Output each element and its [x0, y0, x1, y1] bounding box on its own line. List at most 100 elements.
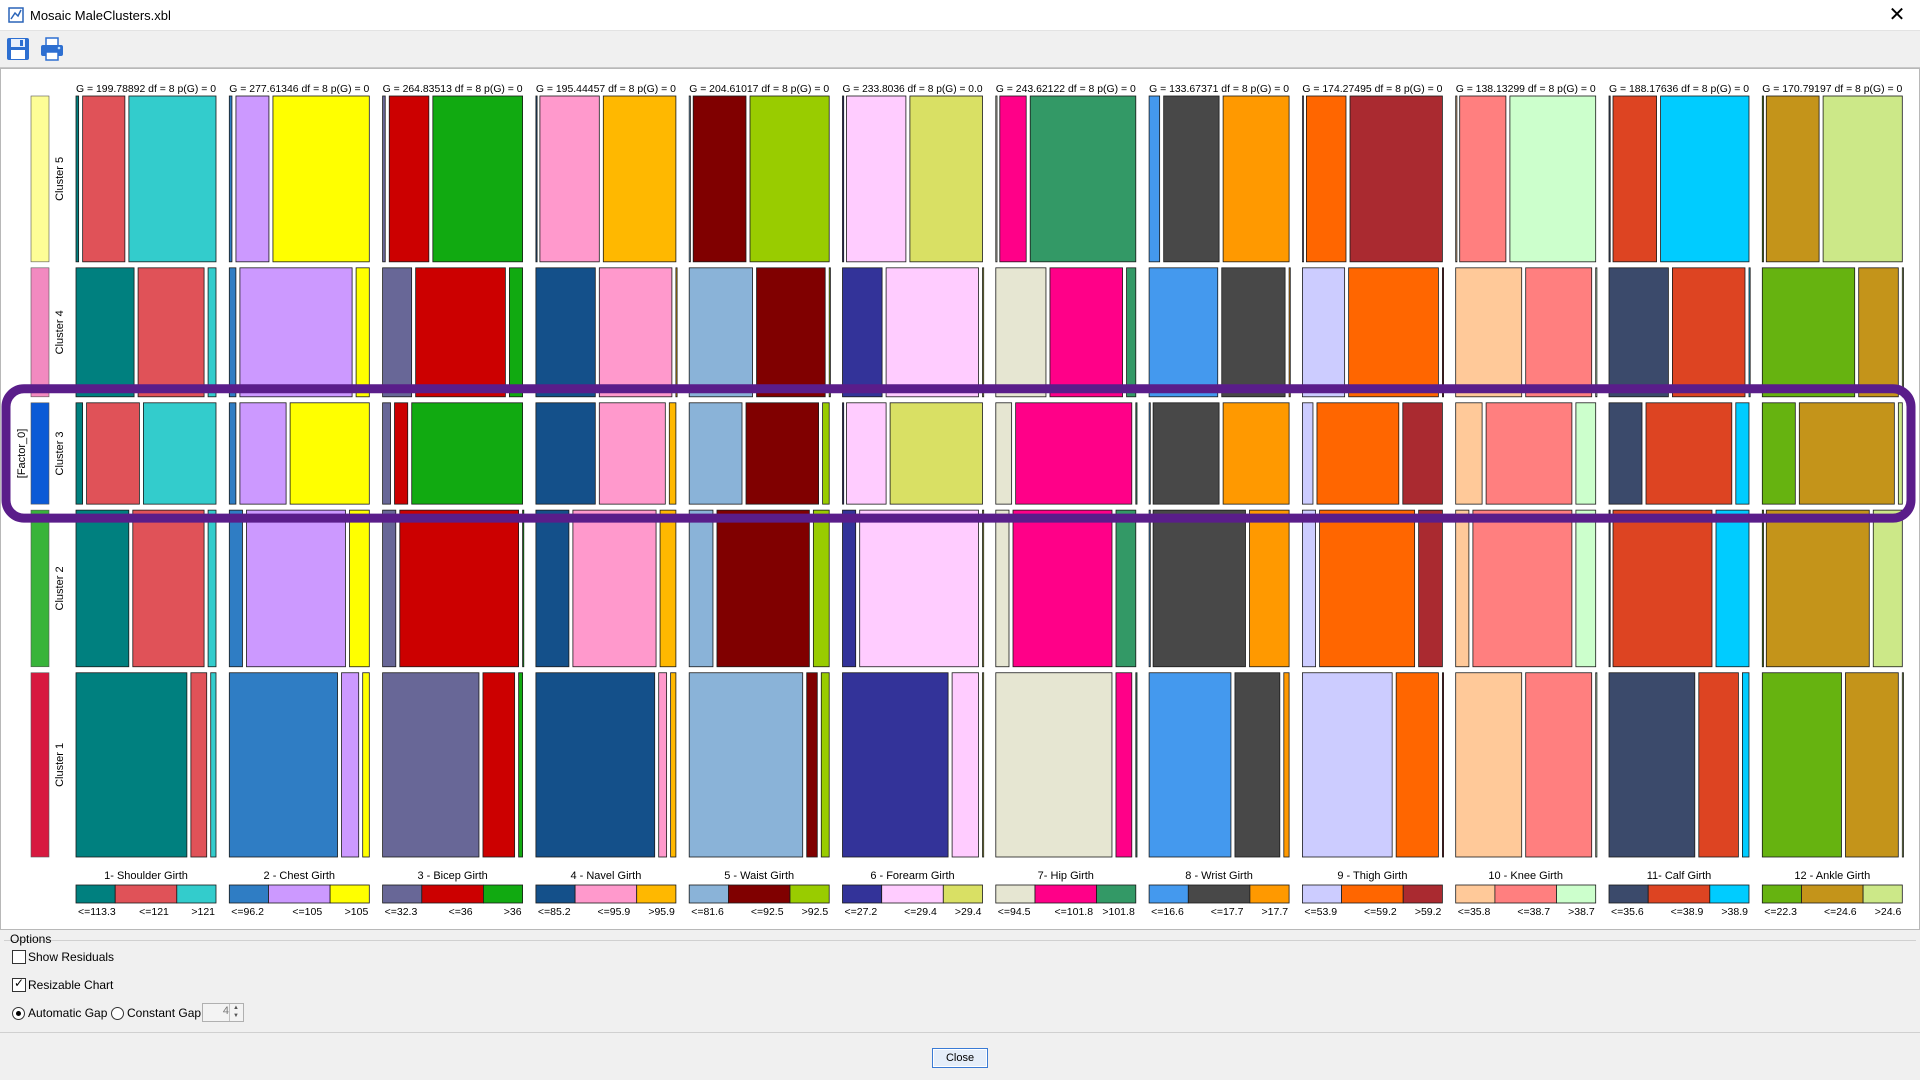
- mosaic-tile: [1302, 509, 1317, 668]
- mosaic-tile: [432, 95, 523, 263]
- legend-swatch: [995, 884, 1036, 904]
- mosaic-tile: [1612, 509, 1713, 668]
- category-label: <=16.6: [1151, 906, 1184, 918]
- mosaic-tile: [598, 267, 673, 398]
- save-icon[interactable]: [4, 35, 32, 63]
- mosaic-tile: [1148, 509, 1151, 668]
- show-residuals-label: Show Residuals: [28, 950, 115, 964]
- mosaic-tile: [1015, 402, 1133, 505]
- variable-name: 1- Shoulder Girth: [104, 870, 188, 882]
- mosaic-tile: [411, 402, 523, 505]
- variable-stat: G = 188.17636 df = 8 p(G) = 0: [1609, 83, 1749, 95]
- category-label: <=22.3: [1764, 906, 1797, 918]
- mosaic-tile: [1459, 95, 1507, 263]
- cluster-color-bar: [30, 402, 50, 505]
- legend-swatch: [636, 884, 677, 904]
- constant-gap-label: Constant Gap: [127, 1006, 202, 1020]
- mosaic-tile: [190, 672, 208, 858]
- mosaic-tile: [820, 672, 830, 858]
- mosaic-tile: [842, 672, 949, 858]
- automatic-gap-radio[interactable]: [12, 1007, 25, 1020]
- category-label: <=113.3: [78, 906, 116, 918]
- mosaic-tile: [289, 402, 370, 505]
- mosaic-tile: [1126, 267, 1137, 398]
- mosaic-tile: [228, 402, 237, 505]
- mosaic-tile: [1765, 509, 1870, 668]
- variable-stat: G = 170.79197 df = 8 p(G) = 0: [1762, 83, 1902, 95]
- mosaic-tile: [1748, 267, 1751, 398]
- mosaic-tile: [132, 509, 205, 668]
- legend-swatch: [1455, 884, 1496, 904]
- mosaic-tile: [228, 509, 243, 668]
- automatic-gap-label: Automatic Gap: [28, 1006, 108, 1020]
- gap-spinner[interactable]: 4 ▲ ▼: [202, 1003, 244, 1022]
- category-label: <=38.9: [1671, 906, 1704, 918]
- variable-name: 5 - Waist Girth: [724, 870, 794, 882]
- mosaic-tile: [1455, 267, 1523, 398]
- mosaic-tile: [137, 267, 205, 398]
- mosaic-tile: [1148, 402, 1151, 505]
- mosaic-tile: [1135, 672, 1138, 858]
- variable-name: 11- Calf Girth: [1647, 870, 1712, 882]
- mosaic-tile: [842, 509, 857, 668]
- mosaic-tile: [535, 95, 538, 263]
- resizable-chart-checkbox[interactable]: [12, 976, 26, 992]
- mosaic-tile: [535, 402, 596, 505]
- mosaic-tile: [1288, 267, 1291, 398]
- category-label: <=17.7: [1211, 906, 1244, 918]
- category-label: <=94.5: [998, 906, 1031, 918]
- mosaic-tile: [1897, 402, 1903, 505]
- mosaic-tile: [349, 509, 370, 668]
- mosaic-tile: [572, 509, 657, 668]
- cluster-color-bar: [30, 267, 50, 398]
- variable-name: 6 - Forearm Girth: [870, 870, 954, 882]
- mosaic-tile: [1672, 267, 1746, 398]
- mosaic-tile: [1698, 672, 1739, 858]
- y-axis-label: [Factor_0]: [16, 429, 28, 479]
- category-label: <=35.6: [1611, 906, 1644, 918]
- mosaic-tile: [522, 509, 525, 668]
- constant-gap-radio[interactable]: [111, 1007, 124, 1020]
- mosaic-tile: [1319, 509, 1416, 668]
- legend-swatch: [329, 884, 370, 904]
- mosaic-tile: [75, 95, 80, 263]
- mosaic-tile: [658, 672, 668, 858]
- print-icon[interactable]: [38, 35, 66, 63]
- cluster-label: Cluster 4: [54, 310, 66, 354]
- mosaic-tile: [382, 95, 386, 263]
- mosaic-tile: [1509, 95, 1597, 263]
- mosaic-tile: [1115, 509, 1137, 668]
- close-button[interactable]: Close: [932, 1048, 988, 1068]
- toolbar: [0, 31, 1920, 68]
- mosaic-tile: [1608, 402, 1643, 505]
- mosaic-tile: [1765, 95, 1820, 263]
- mosaic-tile: [692, 95, 747, 263]
- mosaic-tile: [1302, 95, 1305, 263]
- mosaic-tile: [1575, 402, 1597, 505]
- mosaic-tile: [1283, 672, 1290, 858]
- mosaic-tile: [995, 509, 1010, 668]
- mosaic-tile: [1715, 509, 1750, 668]
- mosaic-tile: [1761, 95, 1764, 263]
- mosaic-tile: [1152, 509, 1246, 668]
- close-window-icon[interactable]: ✕: [1888, 4, 1906, 26]
- mosaic-tile: [1798, 402, 1895, 505]
- mosaic-tile: [846, 95, 907, 263]
- variable-name: 12 - Ankle Girth: [1794, 870, 1870, 882]
- legend-swatch: [942, 884, 983, 904]
- mosaic-tile: [1135, 402, 1138, 505]
- mosaic-tile: [1455, 509, 1470, 668]
- mosaic-tile: [482, 672, 516, 858]
- mosaic-tile: [355, 267, 370, 398]
- show-residuals-checkbox[interactable]: [12, 950, 26, 964]
- window-title: Mosaic MaleClusters.xbl: [30, 8, 171, 23]
- mosaic-tile: [1222, 95, 1290, 263]
- mosaic-tile: [415, 267, 506, 398]
- mosaic-tile: [228, 672, 338, 858]
- mosaic-tile: [508, 267, 523, 398]
- category-label: <=105: [292, 906, 322, 918]
- mosaic-tile: [539, 95, 600, 263]
- mosaic-tile: [842, 402, 845, 505]
- mosaic-tile: [1148, 267, 1219, 398]
- spinner-arrows-icon[interactable]: ▲ ▼: [229, 1004, 242, 1021]
